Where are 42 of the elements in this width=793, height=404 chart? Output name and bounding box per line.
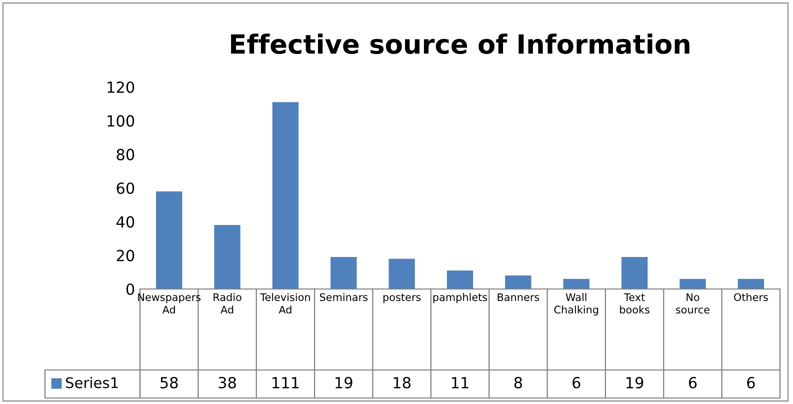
x-tick-label: Seminars	[320, 293, 368, 302]
y-tick-label: 80	[116, 148, 134, 160]
x-tick-label: Newspapers Ad	[138, 293, 201, 314]
data-label: 38	[218, 376, 236, 388]
x-tick-label: pamphlets	[433, 293, 488, 304]
bar	[446, 270, 474, 289]
y-tick-label: 60	[116, 182, 134, 194]
data-label: 19	[336, 376, 352, 388]
x-tick-label: No source	[676, 293, 710, 314]
bar	[621, 257, 648, 289]
data-label: 8	[514, 376, 522, 388]
y-tick-label: 120	[108, 81, 134, 94]
x-tick-label: Wall Chalking	[554, 293, 598, 316]
x-tick-label: Television Ad	[260, 293, 310, 314]
data-label: 111	[272, 377, 299, 388]
bar	[214, 225, 240, 289]
bar	[272, 102, 299, 289]
y-tick-label: 40	[116, 216, 134, 228]
chart-title: Effective source of Information	[231, 34, 690, 54]
legend-label: Series1	[66, 376, 118, 388]
data-label: 6	[688, 376, 697, 388]
y-tick-label: 100	[108, 115, 134, 127]
bar	[680, 278, 706, 289]
x-tick-label: Radio Ad	[214, 293, 242, 314]
x-tick-label: Others	[734, 293, 768, 302]
data-label: 18	[394, 376, 410, 388]
bar	[563, 278, 590, 289]
data-label: 11	[452, 377, 468, 388]
bar	[738, 278, 764, 289]
data-label: 19	[626, 376, 644, 388]
y-tick-label: 0	[126, 283, 134, 296]
bar	[505, 276, 532, 289]
data-label: 58	[160, 376, 178, 388]
bar	[156, 191, 182, 289]
bar	[388, 258, 415, 289]
data-label: 6	[747, 376, 755, 388]
y-tick-label: 20	[116, 250, 134, 262]
x-tick-label: posters	[383, 294, 421, 304]
x-tick-label: Banners	[498, 293, 540, 302]
x-tick-label: Text books	[620, 293, 650, 314]
data-label: 6	[572, 376, 580, 388]
bar	[330, 257, 357, 289]
